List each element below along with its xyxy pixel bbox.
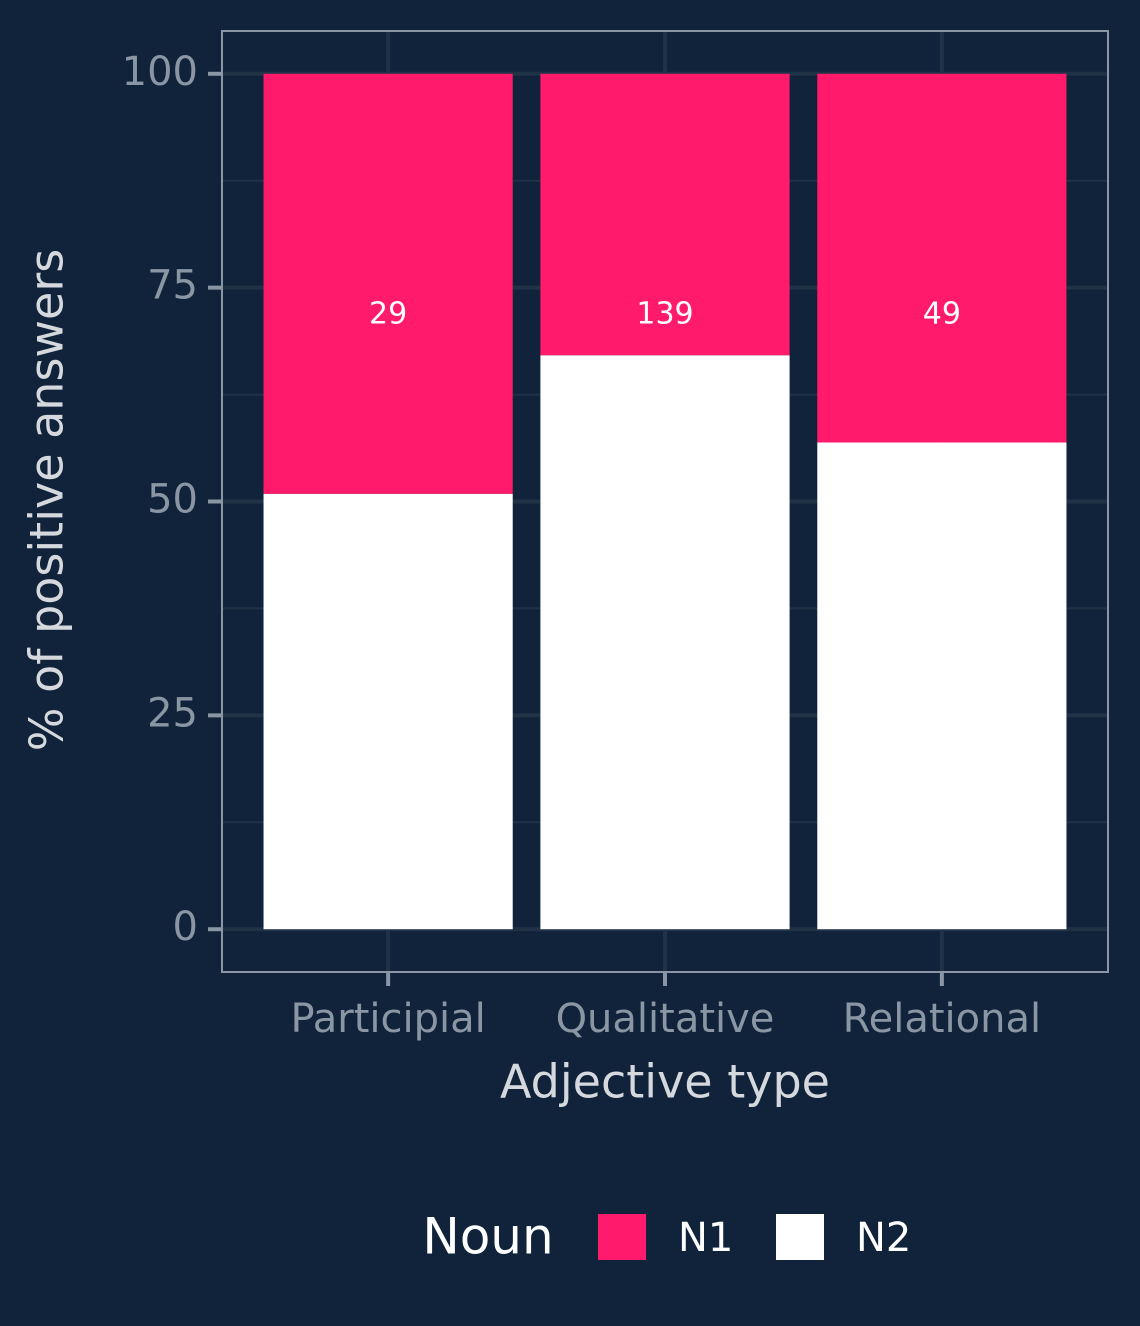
- panel-border: [221, 30, 1109, 973]
- bar-segment: [540, 73, 790, 356]
- count-label: 29: [369, 297, 407, 332]
- x-tick-label: Participial: [290, 996, 485, 1042]
- bar-segment: [540, 355, 790, 930]
- bar-segment: [817, 442, 1067, 930]
- legend-label: N1: [678, 1215, 733, 1261]
- legend-swatch: [598, 1214, 646, 1260]
- x-axis-title: Adjective type: [500, 1055, 830, 1109]
- y-tick-label: 50: [147, 477, 198, 523]
- y-tick-label: 100: [122, 49, 198, 95]
- bar-segment: [263, 73, 513, 494]
- x-tick-label: Qualitative: [556, 996, 775, 1042]
- y-tick-label: 75: [147, 263, 198, 309]
- bar-segment: [263, 493, 513, 930]
- legend-swatch: [776, 1214, 824, 1260]
- y-tick-label: 25: [147, 690, 198, 736]
- x-tick-label: Relational: [843, 996, 1041, 1042]
- legend-label: N2: [856, 1215, 911, 1261]
- count-label: 139: [636, 297, 693, 332]
- y-tick-label: 0: [173, 904, 198, 950]
- legend-title: Noun: [422, 1208, 553, 1266]
- y-axis-title: % of positive answers: [20, 249, 74, 751]
- bar-segment: [817, 73, 1067, 443]
- count-label: 49: [923, 297, 961, 332]
